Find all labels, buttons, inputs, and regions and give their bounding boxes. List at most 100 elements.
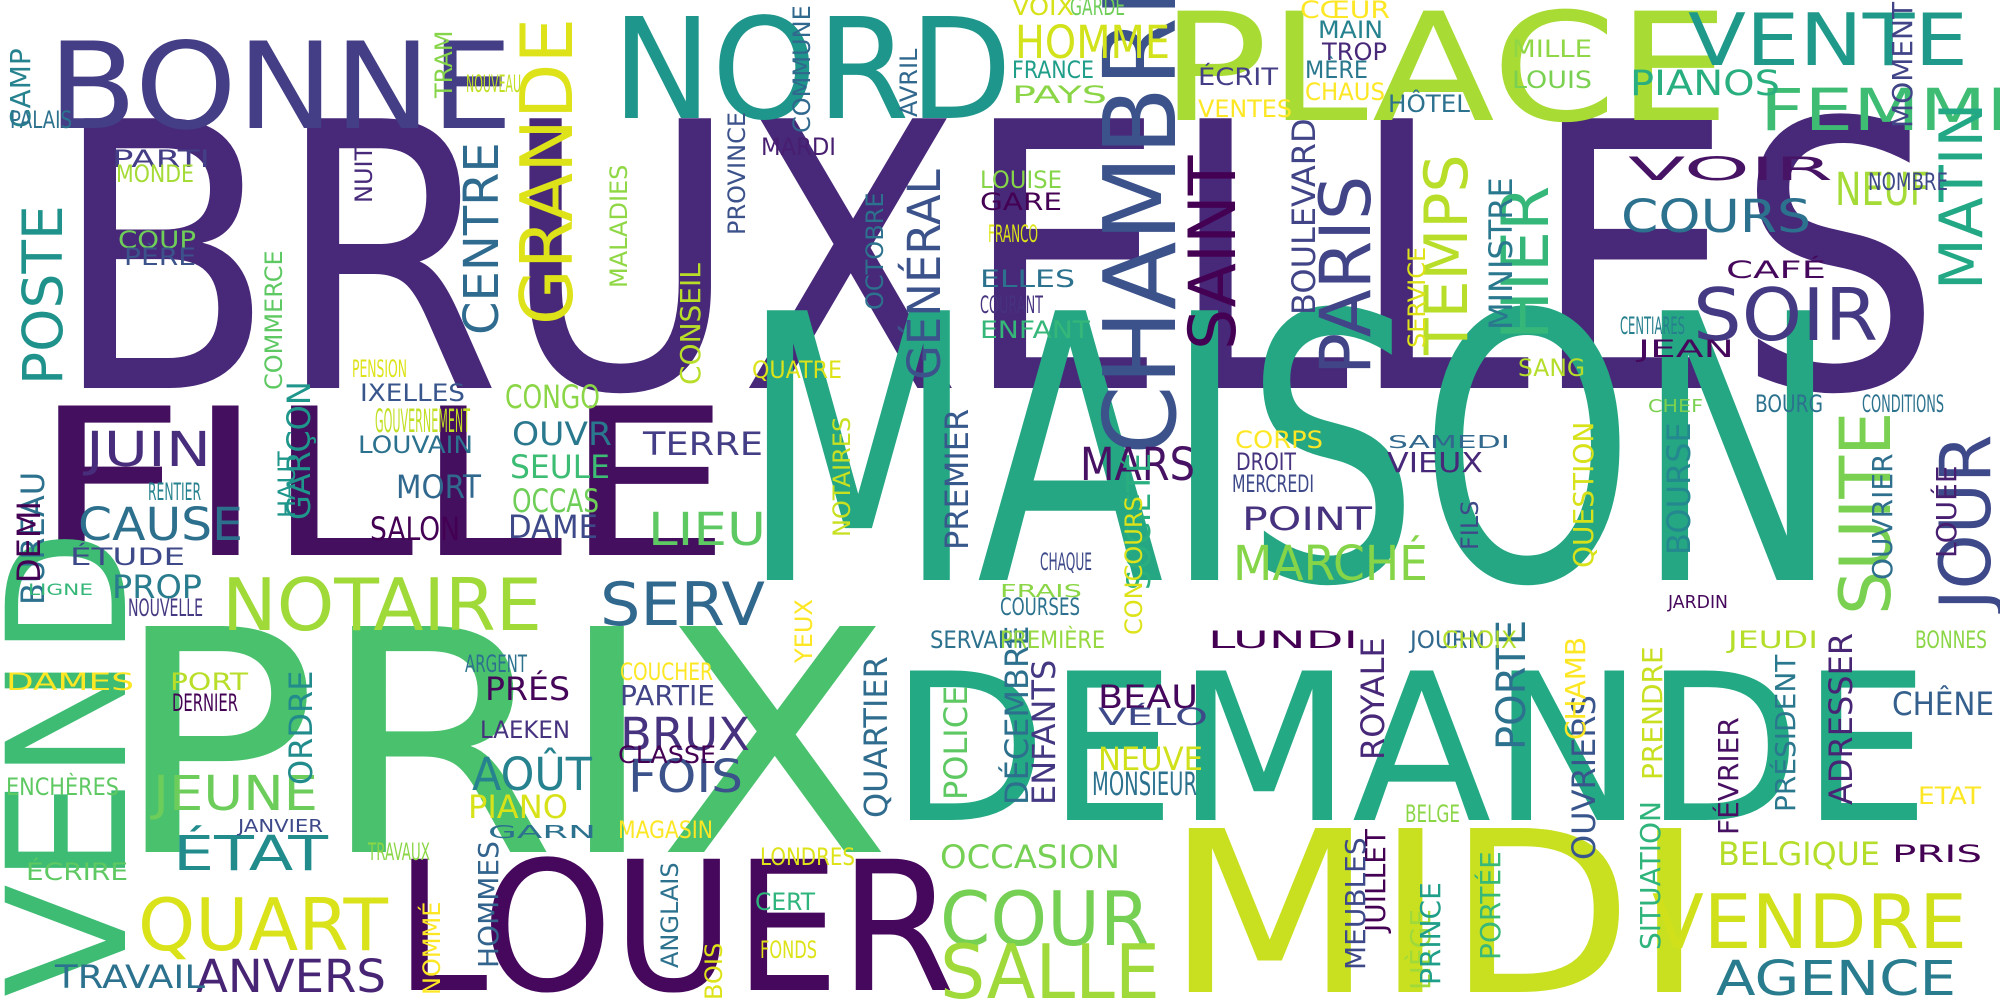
word-jour: JOUR <box>1925 434 2000 614</box>
word-suite: SUITE <box>1825 412 1907 615</box>
word-hommes: HOMMES <box>472 841 505 968</box>
word-chaus: CHAUS <box>1305 78 1385 106</box>
word-partie: PARTIE <box>620 679 715 712</box>
word-mort: MORT <box>396 468 481 506</box>
word-grande: GRANDE <box>505 18 589 325</box>
word-juillet: JUILLET <box>1359 828 1392 934</box>
word-point: POINT <box>1242 500 1373 538</box>
word-janvier: JANVIER <box>237 816 323 837</box>
word-pays: PAYS <box>1012 81 1107 109</box>
word-chene: CHÊNE <box>1892 685 1994 723</box>
word-centiares: CENTIARES <box>1620 312 1685 340</box>
word-quartier: QUARTIER <box>857 656 895 818</box>
word-liege: LIÈGE <box>1403 909 1437 990</box>
word-droit: DROIT <box>1236 448 1296 476</box>
word-travaux: TRAVAUX <box>367 838 430 866</box>
word-elles: ELLES <box>980 265 1075 293</box>
word-premiere: PREMIÈRE <box>1000 625 1105 654</box>
word-seule: SEULE <box>510 448 610 486</box>
word-quart: QUART <box>138 883 389 967</box>
word-portee: PORTÉE <box>1473 851 1507 960</box>
word-place: PLACE <box>1160 0 1730 156</box>
word-meubles: MEUBLES <box>1339 837 1372 970</box>
word-bureau: BUREAU <box>14 472 52 605</box>
word-chef: CHEF <box>1648 396 1703 417</box>
word-commerce: COMMERCE <box>260 250 288 390</box>
word-palais: PALAIS <box>10 106 72 134</box>
word-vieux: VIEUX <box>1387 446 1483 479</box>
word-lundi: LUNDI <box>1208 626 1358 654</box>
word-congo: CONGO <box>505 378 600 416</box>
word-quatre: QUATRE <box>752 356 842 384</box>
word-prendre: PRENDRE <box>1636 646 1669 780</box>
word-demande: DEMANDE <box>890 631 1930 869</box>
word-bonne: BONNE <box>48 18 513 157</box>
word-royale: ROYALE <box>1354 637 1392 760</box>
word-camp: CAMP <box>4 48 37 128</box>
word-etude: ÉTUDE <box>70 542 185 571</box>
word-agence: AGENCE <box>1716 951 1956 1000</box>
word-paris: PARIS <box>1305 176 1387 375</box>
word-conseil: CONSEIL <box>674 263 707 385</box>
word-centre: CENTRE <box>454 142 510 335</box>
word-situation: SITUATION <box>1634 801 1667 950</box>
word-argent: ARGENT <box>465 650 527 678</box>
word-mardi: MARDI <box>761 133 836 161</box>
word-londres: LONDRES <box>760 843 855 871</box>
word-journ: JOURN <box>1408 626 1485 654</box>
word-vente: VENTE <box>1688 0 1968 82</box>
word-lieu: LIEU <box>648 503 766 556</box>
word-porte: PORTE <box>1489 620 1535 750</box>
word-rentier: RENTIER <box>148 478 201 506</box>
word-trop: TROP <box>1321 38 1387 66</box>
word-province: PROVINCE <box>723 112 751 235</box>
word-maison: MAISON <box>740 238 1840 668</box>
word-boulevard: BOULEVARD <box>1285 118 1323 315</box>
word-hotel: HÔTEL <box>1388 88 1471 118</box>
word-bonnes: BONNES <box>1915 626 1987 654</box>
word-saint: SAINT <box>1176 155 1251 350</box>
word-louee: LOUÉE <box>1929 465 1963 558</box>
word-premier: PREMIER <box>938 409 976 550</box>
word-courses: COURSES <box>1000 593 1080 621</box>
word-chaque: CHAQUE <box>1040 548 1092 576</box>
word-encheres: ENCHÈRES <box>6 772 119 801</box>
word-notaire: NOTAIRE <box>222 563 542 647</box>
word-nuit: NUIT <box>350 145 378 203</box>
word-bois: BOIS <box>700 943 728 1000</box>
word-bourg: BOURG <box>1755 390 1823 418</box>
word-octobre: OCTOBRE <box>861 192 889 310</box>
word-hier: HIER <box>1489 186 1564 340</box>
word-choix: CHOIX <box>1442 626 1517 654</box>
word-cour: COUR <box>940 875 1150 963</box>
word-bruxelles: BRUXELLES <box>52 46 1942 476</box>
word-pres: PRÉS <box>485 670 570 708</box>
word-bourse: BOURSE <box>1660 422 1698 555</box>
word-haut: HAUT <box>273 451 301 518</box>
word-etat: ETAT <box>1918 782 1981 810</box>
word-conditions: CONDITIONS <box>1862 390 1944 418</box>
word-samedi: SAMEDI <box>1388 432 1510 453</box>
word-fois: FOIS <box>628 750 743 803</box>
word-jeune: JEUNE <box>150 766 318 822</box>
word-mille: MILLE <box>1512 35 1592 63</box>
word-sang: SANG <box>1518 354 1585 382</box>
word-main: MAIN <box>1318 16 1383 44</box>
word-mars: MARS <box>1080 438 1195 491</box>
word-vendre: VENDRE <box>1652 878 1967 966</box>
word-gare: GARE <box>980 188 1062 216</box>
word-jeudi: JEUDI <box>1725 626 1818 654</box>
word-anglais: ANGLAIS <box>656 862 684 968</box>
word-anvers: ANVERS <box>196 950 386 1000</box>
word-nomme: NOMMÉ <box>417 902 446 995</box>
word-port: PORT <box>170 668 248 696</box>
word-ministre: MINISTRE <box>1482 177 1520 330</box>
word-dame: DAME <box>508 508 598 546</box>
word-demi: DEMI <box>10 501 48 583</box>
word-ixelles: IXELLES <box>360 379 465 407</box>
word-travail: TRAVAIL <box>54 958 205 996</box>
word-pension: PENSION <box>352 355 407 383</box>
word-pianos: PIANOS <box>1630 64 1780 104</box>
word-dames: DAMES <box>6 668 134 696</box>
